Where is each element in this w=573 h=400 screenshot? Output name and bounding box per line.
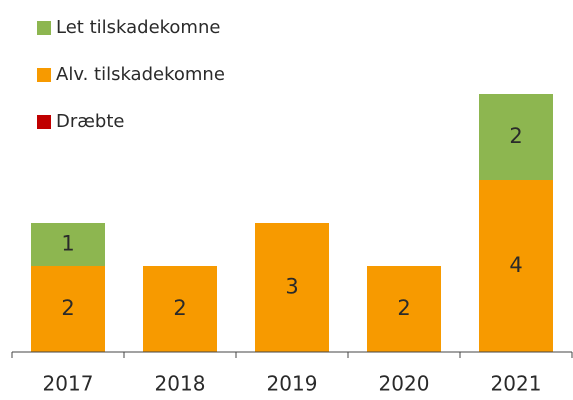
data-label: 4 <box>509 253 522 277</box>
x-tick-label: 2018 <box>155 372 206 396</box>
axis-ticks <box>11 352 573 358</box>
legend-label: Dræbte <box>56 111 125 132</box>
bar-segment <box>479 180 553 352</box>
bar-segment <box>255 223 329 352</box>
data-label: 2 <box>61 296 74 320</box>
data-label: 3 <box>285 275 298 299</box>
bar-segment <box>367 266 441 352</box>
x-tick-label: 2017 <box>43 372 94 396</box>
x-tick-label: 2020 <box>379 372 430 396</box>
bar-segment <box>143 266 217 352</box>
data-label: 2 <box>509 124 522 148</box>
legend-swatch <box>37 68 51 82</box>
bar-segment <box>479 94 553 180</box>
legend-label: Alv. tilskadekomne <box>56 64 225 85</box>
bar-segment <box>31 223 105 266</box>
legend-swatch <box>37 115 51 129</box>
data-label: 2 <box>173 296 186 320</box>
data-label: 1 <box>61 232 74 256</box>
data-label: 2 <box>397 296 410 320</box>
x-tick-label: 2021 <box>491 372 542 396</box>
x-tick-label: 2019 <box>267 372 318 396</box>
legend-swatch <box>37 21 51 35</box>
legend-label: Let tilskadekomne <box>56 17 220 38</box>
bar-segment <box>31 266 105 352</box>
